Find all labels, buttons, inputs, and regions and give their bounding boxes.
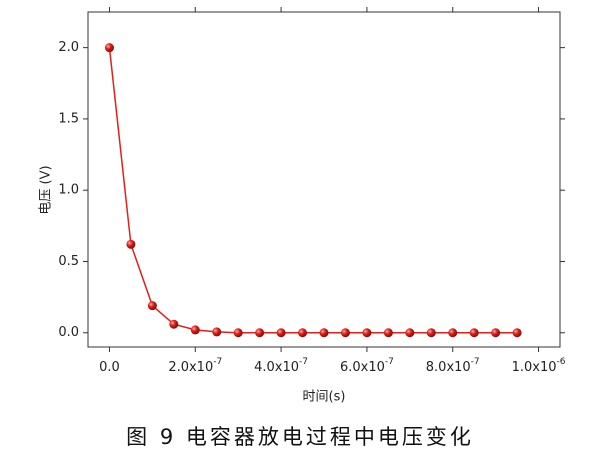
x-tick-mantissa: 2.0x10: [168, 360, 213, 375]
y-tick-label: 0.5: [58, 254, 79, 269]
data-point: [169, 319, 179, 329]
y-tick-label: 1.5: [58, 111, 79, 126]
x-tick-label: 1.0x10-6: [512, 357, 566, 375]
x-tick-exponent: -7: [213, 357, 222, 367]
y-tick-label: 1.0: [58, 183, 79, 198]
x-tick-label: 2.0x10-7: [168, 357, 222, 375]
x-tick-mantissa: 0.0: [99, 360, 120, 375]
data-point: [512, 328, 522, 338]
caption: 图 9 电容器放电过程中电压变化: [126, 425, 474, 449]
data-point: [448, 328, 458, 338]
x-tick-exponent: -7: [471, 357, 480, 367]
x-tick-mantissa: 1.0x10: [512, 360, 557, 375]
x-tick-exponent: -6: [557, 357, 566, 367]
series-line: [108, 47, 518, 334]
x-tick-label: 4.0x10-7: [254, 357, 308, 375]
data-point: [233, 328, 243, 338]
x-tick-mantissa: 6.0x10: [340, 360, 385, 375]
data-point: [255, 328, 265, 338]
data-point: [469, 328, 479, 338]
x-axis-label: 时间(s): [303, 390, 346, 405]
x-tick-mantissa: 8.0x10: [426, 360, 471, 375]
data-point: [383, 328, 393, 338]
data-point: [147, 301, 157, 311]
plot-frame: [87, 11, 561, 348]
data-point: [212, 327, 222, 337]
data-point: [362, 328, 372, 338]
data-point: [340, 328, 350, 338]
data-point: [104, 43, 114, 53]
data-point: [319, 328, 329, 338]
x-tick-label: 0.0: [99, 360, 120, 375]
data-point: [491, 328, 501, 338]
y-tick-label: 0.0: [58, 325, 79, 340]
x-tick-label: 6.0x10-7: [340, 357, 394, 375]
x-tick-mantissa: 4.0x10: [254, 360, 299, 375]
data-point: [426, 328, 436, 338]
data-point: [405, 328, 415, 338]
data-point: [298, 328, 308, 338]
x-tick-exponent: -7: [299, 357, 308, 367]
x-tick-exponent: -7: [385, 357, 394, 367]
y-axis-label: 电压 (V): [39, 165, 54, 214]
data-point: [190, 325, 200, 335]
data-point: [276, 328, 286, 338]
y-tick-label: 2.0: [58, 40, 79, 55]
data-point: [126, 239, 136, 249]
x-tick-label: 8.0x10-7: [426, 357, 480, 375]
